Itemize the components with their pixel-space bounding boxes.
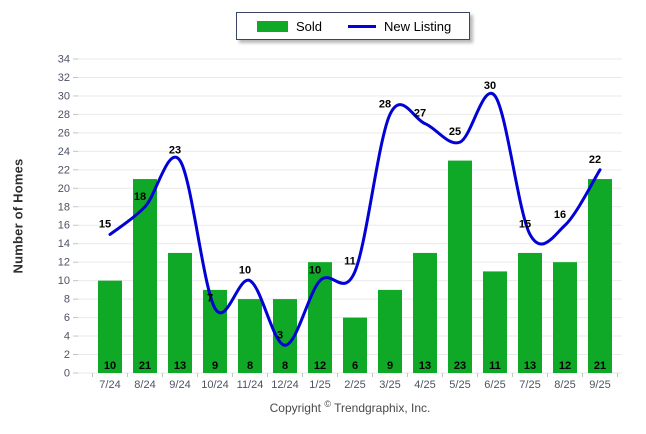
sold-bar xyxy=(133,179,157,373)
y-tick-label: 34 xyxy=(58,54,70,66)
sold-bar xyxy=(203,289,227,373)
x-tick-label: 10/24 xyxy=(201,379,229,391)
x-tick-label: 5/25 xyxy=(449,379,470,391)
copyright-symbol: © xyxy=(324,399,331,409)
sold-value-label: 12 xyxy=(314,360,326,372)
y-tick-label: 8 xyxy=(64,294,70,306)
sold-value-label: 8 xyxy=(282,360,288,372)
y-tick-label: 26 xyxy=(58,127,70,139)
sold-bar xyxy=(168,252,192,373)
x-tick-label: 9/24 xyxy=(169,379,190,391)
y-tick-label: 12 xyxy=(58,257,70,269)
new-listing-value-label: 28 xyxy=(379,98,391,110)
sold-value-label: 21 xyxy=(139,360,151,372)
new-listing-value-label: 18 xyxy=(134,191,146,203)
x-tick-label: 1/25 xyxy=(309,379,330,391)
x-tick-label: 8/24 xyxy=(134,379,155,391)
legend-label-new-listing: New Listing xyxy=(384,18,452,34)
legend-label-sold: Sold xyxy=(296,18,323,34)
x-tick-label: 6/25 xyxy=(484,379,505,391)
x-tick-label: 11/24 xyxy=(237,379,264,391)
new-listing-value-label: 3 xyxy=(277,329,283,341)
y-tick-label: 16 xyxy=(58,220,70,232)
new-listing-value-label: 22 xyxy=(589,154,601,166)
copyright-text: Copyright © Trendgraphix, Inc. xyxy=(269,399,431,415)
y-tick-label: 22 xyxy=(58,164,70,176)
sold-value-label: 13 xyxy=(174,360,186,372)
y-tick-label: 18 xyxy=(58,201,70,213)
new-listing-value-label: 10 xyxy=(309,265,321,277)
new-listing-value-label: 15 xyxy=(99,218,111,230)
y-tick-label: 6 xyxy=(64,312,70,324)
sold-value-label: 23 xyxy=(454,360,466,372)
legend-item-new-listing[interactable]: New Listing xyxy=(348,19,451,34)
sold-bar xyxy=(483,271,507,373)
new-listing-value-label: 10 xyxy=(239,265,251,277)
new-listing-line-icon xyxy=(348,24,377,28)
sold-bar xyxy=(518,252,542,373)
y-tick-label: 32 xyxy=(58,72,70,84)
x-tick-label: 7/25 xyxy=(519,379,540,391)
sold-bar xyxy=(448,160,472,373)
y-tick-label: 14 xyxy=(58,238,70,250)
y-tick-label: 0 xyxy=(64,368,70,380)
y-tick-label: 30 xyxy=(58,90,70,102)
sold-bar xyxy=(238,299,262,373)
new-listing-value-label: 16 xyxy=(554,209,566,221)
legend: Sold New Listing xyxy=(236,12,471,40)
new-listing-value-label: 7 xyxy=(207,292,213,304)
y-tick-label: 20 xyxy=(58,183,70,195)
new-listing-value-label: 27 xyxy=(414,108,426,120)
new-listing-line xyxy=(108,91,602,347)
new-listing-value-label: 11 xyxy=(344,255,356,267)
new-listing-value-label: 15 xyxy=(519,218,531,230)
y-tick-label: 10 xyxy=(58,275,70,287)
sold-value-label: 9 xyxy=(212,360,218,372)
sold-bar xyxy=(413,252,437,373)
x-tick-label: 3/25 xyxy=(379,379,400,391)
y-tick-label: 4 xyxy=(64,331,70,343)
sold-value-label: 21 xyxy=(594,360,606,372)
legend-item-sold[interactable]: Sold xyxy=(257,19,322,34)
x-tick-label: 2/25 xyxy=(344,379,365,391)
sold-bar xyxy=(343,317,367,373)
sold-value-label: 11 xyxy=(489,360,501,372)
x-tick-label: 7/24 xyxy=(99,379,120,391)
sold-value-label: 13 xyxy=(524,360,536,372)
y-axis-title: Number of Homes xyxy=(10,158,26,274)
new-listing-value-label: 23 xyxy=(169,145,181,157)
new-listing-value-label: 25 xyxy=(449,126,461,138)
sold-value-label: 6 xyxy=(352,360,358,372)
sold-bar xyxy=(378,289,402,373)
new-listing-value-label: 30 xyxy=(484,80,496,92)
x-tick-label: 4/25 xyxy=(414,379,435,391)
sold-value-label: 10 xyxy=(104,360,116,372)
sold-bar xyxy=(588,179,612,373)
y-tick-label: 28 xyxy=(58,109,70,121)
y-tick-label: 24 xyxy=(58,146,70,158)
sold-value-label: 12 xyxy=(559,360,571,372)
sold-bar xyxy=(98,280,122,373)
sold-bar xyxy=(553,262,577,373)
sold-value-label: 13 xyxy=(419,360,431,372)
sold-value-label: 9 xyxy=(387,360,393,372)
x-tick-label: 8/25 xyxy=(554,379,575,391)
y-tick-label: 2 xyxy=(64,349,70,361)
x-tick-label: 12/24 xyxy=(271,379,299,391)
sold-value-label: 8 xyxy=(247,360,253,372)
sold-swatch-icon xyxy=(257,20,288,32)
x-tick-label: 9/25 xyxy=(589,379,610,391)
